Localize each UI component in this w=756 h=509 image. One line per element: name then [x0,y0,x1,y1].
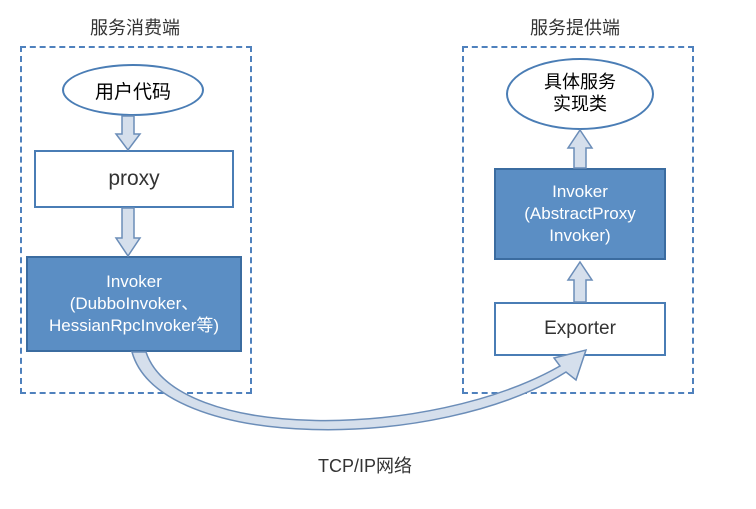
network-label: TCP/IP网络 [318,452,412,478]
diagram-root: 服务消费端 服务提供端 用户代码 proxy Invoker (DubboInv… [0,0,756,509]
arrow-network-curve [0,0,756,509]
